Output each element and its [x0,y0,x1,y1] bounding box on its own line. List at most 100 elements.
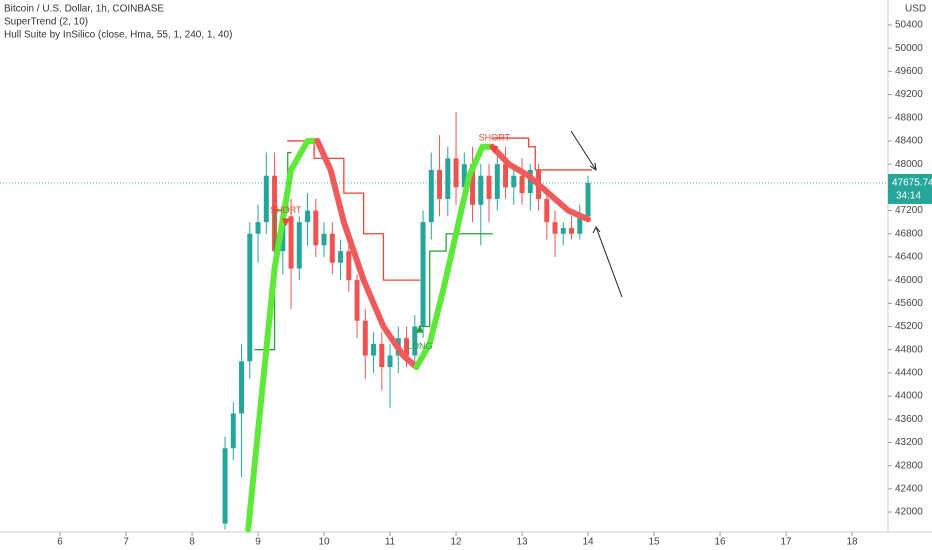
x-tick-label: 18 [846,537,858,548]
y-tick-label: 49600 [895,66,923,77]
y-tick-label: 50000 [895,43,923,54]
candle-body [494,164,500,199]
currency-label: USD [905,4,926,15]
candle-body [329,233,335,263]
candle-body [585,182,591,217]
candle-body [296,222,302,269]
candle-body [445,158,451,199]
indicator-line [491,137,592,171]
candle-body [503,164,509,188]
annotation: SHORT [479,132,511,142]
candle-body [437,169,443,199]
y-tick-label: 45600 [895,298,923,309]
signal-marker [281,218,290,227]
arrow [570,130,597,171]
arrow-head [592,226,601,234]
y-tick-label: 44800 [895,344,923,355]
y-tick-label: 48000 [895,159,923,170]
y-tick-label: 49200 [895,89,923,100]
candle-body [511,175,517,188]
candle-body [486,175,492,199]
y-tick-label: 46000 [895,275,923,286]
last-price-label: 47675.74 [892,178,932,189]
annotation: LONG [407,341,433,351]
indicator-line [254,151,292,351]
candle-body [577,216,583,234]
y-tick-label: 42800 [895,460,923,471]
indicator-line [314,137,420,371]
candle-body [552,222,558,234]
y-tick-label: 45200 [895,321,923,332]
x-tick-label: 13 [516,537,528,548]
x-tick-label: 14 [582,537,594,548]
candle-body [470,164,476,205]
candle-body [321,233,327,246]
x-tick-label: 9 [255,537,261,548]
candle-body [263,175,269,223]
x-tick-label: 7 [123,537,129,548]
candle-body [569,227,575,234]
candle-body [371,343,377,356]
candle-body [379,343,385,368]
candle-body [255,222,261,234]
y-tick-label: 42400 [895,484,923,495]
candle-body [305,210,311,223]
candle-body [420,222,426,327]
chart-title: Bitcoin / U.S. Dollar, 1h, COINBASE [4,4,164,15]
candle-body [478,175,484,205]
arrow-head [589,162,597,172]
candle-body [519,175,525,194]
annotation: SHORT [270,205,302,215]
y-tick-label: 46400 [895,252,923,263]
candle-body [461,164,467,188]
legend-entry: Hull Suite by InSilico (close, Hma, 55, … [4,30,232,41]
signal-marker [490,146,499,155]
candle-body [346,251,352,281]
candle-body [404,338,410,356]
candle-body [412,326,418,356]
indicator-line [287,140,421,281]
y-tick-label: 44000 [895,391,923,402]
indicator-line [489,143,592,223]
candle-body [428,169,434,223]
last-price-box [888,173,932,204]
y-tick-label: 43600 [895,414,923,425]
candle-body [288,216,294,269]
countdown-label: 34:14 [896,191,921,202]
x-tick-label: 8 [189,537,195,548]
candle-body [247,233,253,362]
currency-box [889,0,932,16]
x-tick-label: 17 [780,537,792,548]
y-tick-label: 46800 [895,228,923,239]
y-tick-label: 50400 [895,20,923,31]
x-tick-label: 16 [714,537,726,548]
y-tick-label: 43200 [895,437,923,448]
candle-body [354,280,360,321]
candle-body [544,198,550,223]
candle-body [222,448,228,524]
x-tick-label: 15 [648,537,660,548]
candle-body [230,413,236,449]
x-tick-label: 11 [385,537,396,548]
candle-body [239,361,245,414]
legend-entry: SuperTrend (2, 10) [4,17,88,28]
y-tick-label: 44400 [895,368,923,379]
candle-body [387,355,393,368]
arrow [595,226,623,298]
candle-body [338,251,344,263]
x-tick-label: 12 [450,537,462,548]
x-tick-label: 6 [57,537,63,548]
candle-body [313,210,319,246]
signal-marker [415,324,424,333]
candle-body [362,320,368,356]
candle-body [453,158,459,188]
y-tick-label: 48800 [895,112,923,123]
indicator-line [413,143,496,371]
y-tick-label: 42000 [895,507,923,518]
y-tick-label: 47200 [895,205,923,216]
y-tick-label: 48400 [895,136,923,147]
candle-body [527,169,533,194]
candle-body [560,227,566,234]
